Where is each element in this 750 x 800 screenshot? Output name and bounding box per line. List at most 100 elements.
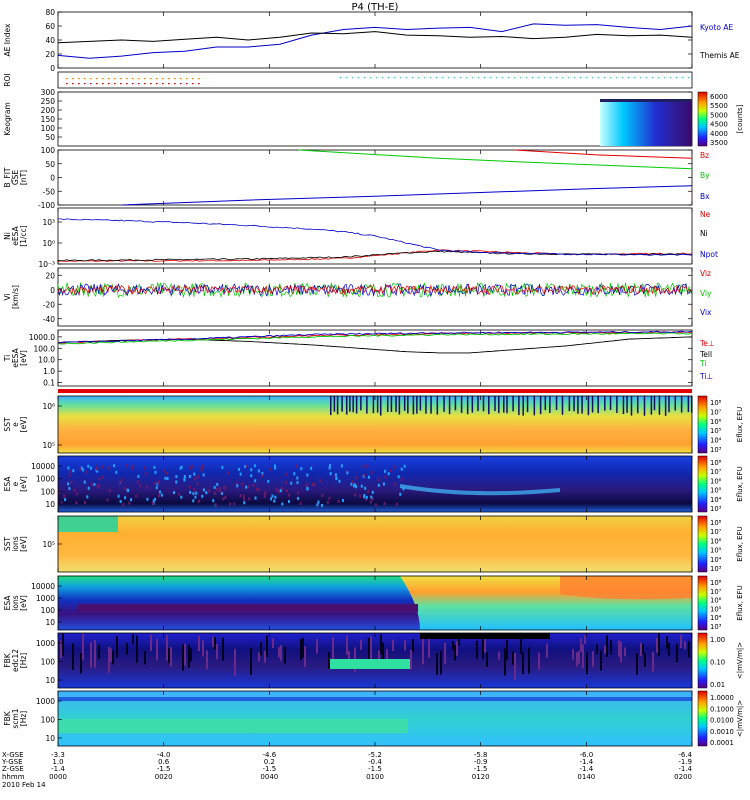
spectrogram-noise xyxy=(296,476,299,480)
spectrogram-noise xyxy=(365,495,368,499)
legend-entry: Ne xyxy=(700,210,711,219)
spectrogram-noise xyxy=(121,478,124,482)
y-tick-label: 10.0 xyxy=(38,356,55,365)
spectrogram-noise xyxy=(198,499,201,503)
roi-mark xyxy=(78,78,80,80)
spectrogram-noise xyxy=(274,495,277,499)
time-axis-value: -5.2 xyxy=(368,751,382,759)
colorbar-tick-label: 10³ xyxy=(710,623,722,631)
spectrogram-streak xyxy=(482,396,485,412)
spectrogram-streak xyxy=(520,635,522,654)
spectrogram-noise xyxy=(359,494,362,498)
roi-mark xyxy=(156,78,158,80)
y-tick-label: 1000.0 xyxy=(29,333,55,342)
spectrogram-noise xyxy=(353,483,356,487)
spectrogram-noise xyxy=(93,482,96,486)
spectrogram-noise xyxy=(69,470,72,474)
spectrogram-noise xyxy=(153,465,156,469)
roi-mark xyxy=(646,77,648,79)
spectrogram-streak xyxy=(345,396,348,415)
roi-mark xyxy=(132,83,134,85)
legend-entry: Ti⊥ xyxy=(699,372,713,381)
spectrogram-streak xyxy=(658,396,661,415)
spectrogram-streak xyxy=(352,396,354,413)
spectrogram-streak xyxy=(280,645,282,661)
spectrogram-noise xyxy=(242,494,245,498)
date-label: 2010 Feb 14 xyxy=(2,781,46,789)
spectrogram-streak xyxy=(403,396,406,411)
y-tick-label: 20 xyxy=(45,271,55,280)
time-axis-row-label: Y-GSE xyxy=(1,758,23,766)
spectrogram-streak xyxy=(419,396,422,411)
spectrogram-streak xyxy=(90,642,92,668)
spectrogram-streak xyxy=(366,396,368,414)
spectrogram-streak xyxy=(380,634,382,655)
spectrogram-streak xyxy=(587,396,590,416)
spectrogram-noise xyxy=(152,499,155,503)
chart-title: P4 (TH-E) xyxy=(352,2,399,13)
spectrogram-noise xyxy=(389,469,392,473)
y-tick-label: -100 xyxy=(38,201,55,210)
roi-mark xyxy=(562,77,564,79)
series-line xyxy=(57,23,693,59)
spectrogram-noise xyxy=(212,499,215,503)
spectrogram-noise xyxy=(128,501,131,505)
spectrogram-streak xyxy=(395,396,397,412)
spectrogram-streak xyxy=(258,652,260,662)
y-tick-label: 0 xyxy=(50,64,55,73)
spectrogram-noise xyxy=(194,495,197,499)
roi-mark xyxy=(670,77,672,79)
spectrogram-noise xyxy=(341,498,344,502)
roi-mark xyxy=(102,83,104,85)
spectrogram-streak xyxy=(304,646,306,668)
spectrogram-noise xyxy=(78,467,81,471)
spectrogram-streak xyxy=(572,649,574,660)
y-axis-label: e xyxy=(11,481,20,486)
spectrogram-streak xyxy=(94,639,96,668)
time-axis-value: -1.4 xyxy=(51,765,65,773)
spectrogram-streak xyxy=(302,637,304,658)
roi-mark xyxy=(568,77,570,79)
spectrogram-noise xyxy=(254,496,257,500)
y-tick-label: -20 xyxy=(43,300,55,309)
spectrogram-noise xyxy=(273,499,276,503)
spectrogram-noise xyxy=(180,465,183,469)
roi-mark xyxy=(114,78,116,80)
roi-mark xyxy=(346,77,348,79)
y-tick-label: 10 xyxy=(45,676,55,685)
spectrogram-streak xyxy=(316,638,318,654)
spectrogram-streak xyxy=(539,396,542,415)
colorbar-label: <|mV/m|> xyxy=(736,642,744,679)
spectrogram-noise xyxy=(81,468,84,472)
y-tick-label: 1000 xyxy=(36,475,55,484)
spectrogram-streak xyxy=(626,396,628,413)
spectrogram-noise xyxy=(241,482,244,486)
time-axis-value: -4.0 xyxy=(157,751,171,759)
spectrogram-streak xyxy=(272,638,274,649)
spectrogram-streak xyxy=(80,652,82,674)
roi-mark xyxy=(144,83,146,85)
series-line xyxy=(298,149,693,170)
y-tick-label: 40 xyxy=(45,36,55,45)
spectrogram-noise xyxy=(247,485,250,489)
colorbar xyxy=(697,515,708,573)
y-tick-label: 100.0 xyxy=(34,344,56,353)
y-axis-label: scm1 xyxy=(11,708,20,728)
spectrogram-streak xyxy=(332,637,334,665)
spectrogram-streak xyxy=(549,396,551,413)
spectrogram-noise xyxy=(277,489,280,493)
spectrogram-streak xyxy=(336,396,339,415)
spectrogram-streak xyxy=(640,642,642,657)
spectrogram-noise xyxy=(202,488,205,492)
roi-mark xyxy=(72,78,74,80)
roi-mark xyxy=(126,78,128,80)
bfit-panel-frame xyxy=(57,149,693,206)
keogram-image xyxy=(600,99,692,146)
roi-mark xyxy=(514,77,516,79)
legend-entry: Ti xyxy=(699,359,706,368)
spectrogram-streak xyxy=(144,651,146,665)
spectrogram-streak xyxy=(488,396,490,415)
time-axis-value: -1.5 xyxy=(474,765,488,773)
colorbar-tick-label: 10⁴ xyxy=(710,556,722,564)
roi-mark xyxy=(526,77,528,79)
